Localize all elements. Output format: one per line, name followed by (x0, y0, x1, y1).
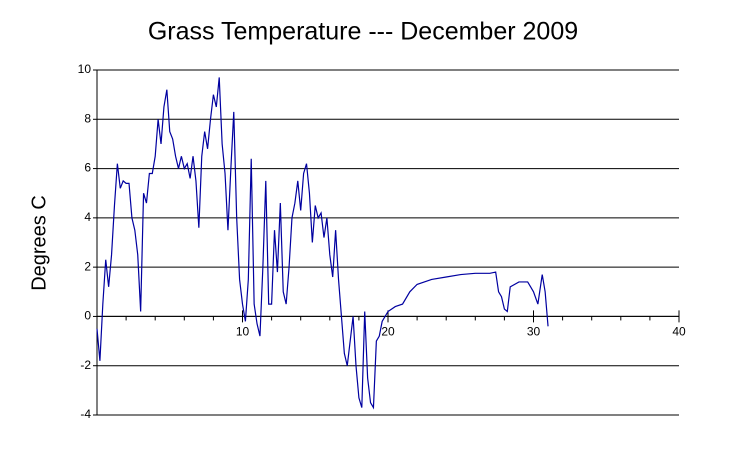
y-tick-label: 4 (84, 210, 91, 224)
y-tick-label: -4 (80, 407, 91, 421)
y-tick-label: 6 (84, 161, 91, 175)
x-tick-label: 30 (527, 325, 541, 339)
data-line (96, 77, 549, 410)
x-tick-label: 10 (236, 325, 250, 339)
chart-title: Grass Temperature --- December 2009 (148, 18, 578, 46)
y-tick-label: 8 (84, 111, 91, 125)
y-tick-label: 2 (84, 259, 91, 273)
x-tick-label: 40 (672, 325, 686, 339)
y-tick-label: 0 (84, 309, 91, 323)
x-tick-label: 20 (381, 325, 395, 339)
y-tick-label: -2 (80, 358, 91, 372)
y-axis-label: Degrees C (28, 195, 50, 291)
y-tick-label: 10 (78, 62, 92, 76)
